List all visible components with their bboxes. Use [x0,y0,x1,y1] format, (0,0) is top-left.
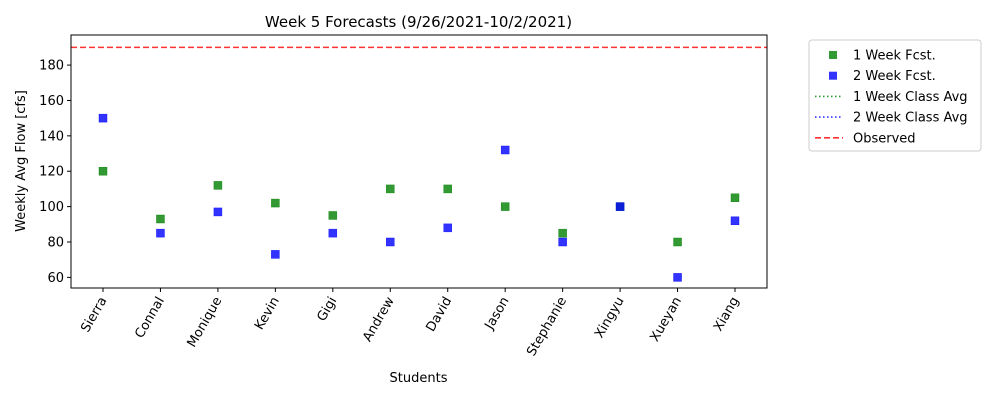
x-tick-label: Sierra [78,295,110,336]
legend-label: Observed [853,131,916,146]
series-1-marker [558,237,567,247]
x-tick-label: Xueyan [647,295,685,345]
series-0-marker [500,202,510,211]
series-0-marker [673,237,682,247]
x-tick-label: Monique [185,295,226,351]
legend-label: 2 Week Class Avg [853,111,968,126]
y-tick-label: 60 [47,271,64,286]
series-0-marker [730,193,740,203]
y-tick-label: 180 [39,59,64,74]
y-tick-label: 140 [39,129,64,144]
series-0-marker [558,228,567,238]
x-tick-label: Kevin [252,295,283,333]
series-0-marker [443,184,452,194]
plot-frame [70,34,768,289]
series-0-marker [98,166,108,176]
x-tick-label: Gigi [315,295,341,325]
y-tick-label: 100 [39,200,64,215]
legend-box [808,39,982,152]
y-tick-label: 80 [47,236,64,251]
plot-area: 60 80 100 120 140 160 180 Sierra Connal Monique Ke… [39,34,768,359]
y-axis-label: Weekly Avg Flow [cfs] [14,90,29,232]
series-1-marker [98,113,108,123]
x-tick-label: Stephanie [524,295,570,359]
x-tick-label: Xiang [711,295,742,335]
series-0-marker [328,211,338,220]
series-0-marker [271,198,280,208]
series-1-marker [156,228,165,238]
series-0-marker [386,184,395,194]
series-1-marker [673,273,682,282]
series-1-marker [271,250,280,259]
series-1-marker [213,207,223,217]
x-tick-label: Andrew [360,294,398,344]
legend-marker [829,51,837,59]
y-tick-label: 160 [39,94,64,109]
series-0-marker [156,214,165,224]
series-1-marker [500,145,510,155]
y-tick-label: 120 [39,165,64,180]
x-tick-label: David [423,295,455,335]
series-1-marker [443,223,452,233]
legend-label: 1 Week Fcst. [853,49,936,64]
series-1-marker [730,216,740,226]
x-tick-label: Xingyu [592,295,627,341]
x-tick-label: Connal [132,295,168,342]
x-tick-label: Jason [482,295,513,333]
series-1-marker [328,228,338,238]
legend: 1 Week Fcst. 2 Week Fcst. 1 Week Class Avg… [808,39,982,152]
series-0-marker [213,181,223,190]
series-1-marker [615,202,625,211]
legend-label: 1 Week Class Avg [853,90,968,105]
series-1-marker [386,237,395,247]
chart-title: Week 5 Forecasts (9/26/2021-10/2/2021) [265,13,572,31]
legend-marker [829,71,837,80]
legend-label: 2 Week Fcst. [853,69,936,84]
x-axis-label: Students [390,371,448,386]
